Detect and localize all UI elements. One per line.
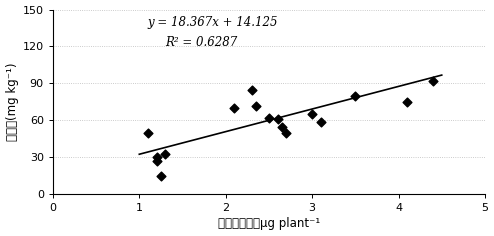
- Point: [317, 120, 325, 123]
- Point: [247, 88, 255, 92]
- Point: [153, 159, 161, 163]
- Point: [308, 112, 316, 116]
- Point: [429, 79, 437, 83]
- Point: [278, 125, 286, 128]
- Point: [161, 152, 169, 156]
- Point: [282, 131, 290, 135]
- Point: [157, 174, 165, 178]
- Point: [265, 116, 273, 120]
- Point: [351, 94, 359, 98]
- Point: [252, 104, 260, 107]
- Text: y = 18.367x + 14.125: y = 18.367x + 14.125: [148, 16, 279, 29]
- Point: [403, 100, 411, 104]
- Text: R² = 0.6287: R² = 0.6287: [165, 37, 238, 50]
- X-axis label: 氨基酸吸收量μg plant⁻¹: 氨基酸吸收量μg plant⁻¹: [218, 217, 320, 230]
- Point: [153, 156, 161, 159]
- Point: [230, 106, 238, 110]
- Point: [274, 117, 282, 121]
- Y-axis label: 较解氮(mg kg⁻¹): 较解氮(mg kg⁻¹): [5, 63, 19, 141]
- Point: [144, 131, 152, 135]
